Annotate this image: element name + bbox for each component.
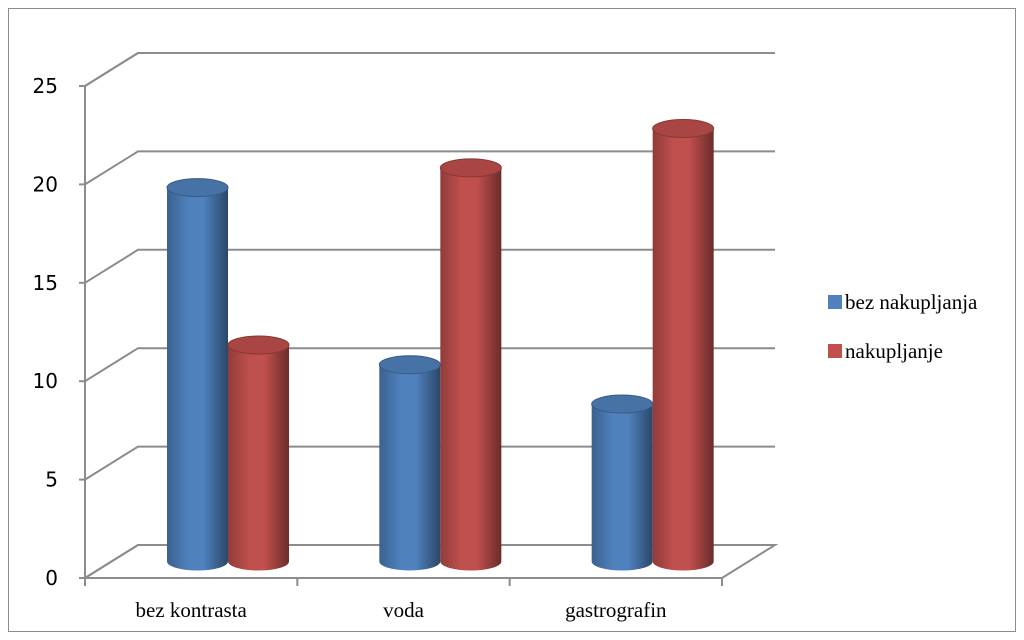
bar-top [652,119,715,139]
bar-body [167,187,228,571]
x-category-label: gastrografin [565,598,667,622]
legend-swatch [828,295,842,309]
bar [591,394,654,571]
bar-body [652,128,714,571]
legend-label: bez nakupljanja [845,290,978,314]
y-tick-label: 0 [45,566,58,590]
bar-body [440,167,502,571]
bar [439,158,502,571]
gridlines [84,52,775,579]
gridline [84,445,775,481]
x-category-label: bez kontrasta [135,598,247,622]
y-tick-label: 20 [33,172,58,196]
legend-item: bez nakupljanja [828,290,978,314]
legend-swatch [828,344,842,358]
bar-top [439,158,502,178]
y-tick-label: 15 [33,271,58,295]
gridline [84,52,775,87]
legend-label: nakupljanje [845,339,943,363]
bar [652,119,715,571]
bar-body [591,404,653,571]
axes [84,86,722,579]
x-category-label: voda [383,598,425,622]
legend-item: nakupljanje [828,339,943,363]
y-tick-label: 10 [33,369,58,393]
bar-top [166,178,229,198]
bar [378,355,441,571]
bars [166,119,715,571]
y-axis-ticks: 0 5 10 15 20 25 [33,74,85,590]
legend: bez nakupljanja nakupljanje [828,290,978,363]
gridline [84,248,775,284]
bar-body [379,364,441,571]
bar-body [228,345,289,571]
bar-top [591,394,654,414]
x-axis-ticks: bez kontrasta voda gastrografin [84,578,723,622]
bar [227,335,290,571]
bar-top [378,355,441,375]
gridline [84,347,775,383]
y-tick-label: 5 [45,468,58,492]
side-wall [84,52,139,578]
bar [166,178,229,571]
gridline [84,544,775,579]
gridline [84,150,775,186]
bar-top [227,335,290,355]
y-tick-label: 25 [33,74,58,98]
